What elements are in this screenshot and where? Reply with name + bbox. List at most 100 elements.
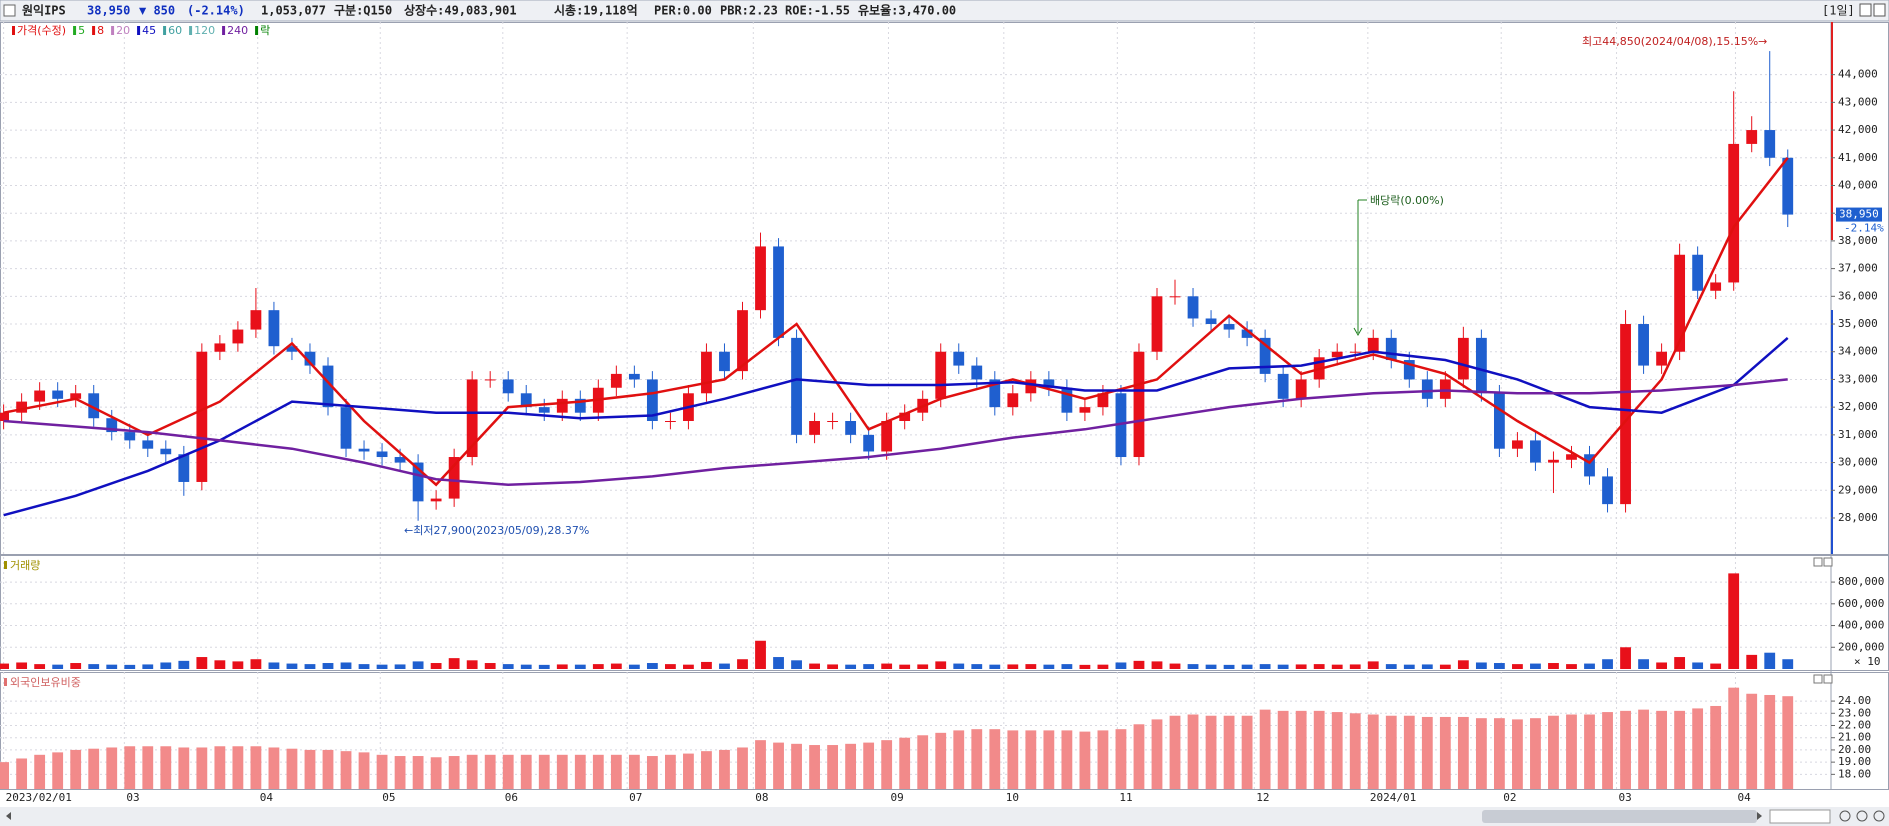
bar — [1566, 714, 1577, 789]
bar — [1169, 663, 1181, 669]
pane-buttons — [1813, 557, 1833, 684]
bar — [1530, 663, 1541, 669]
candle-body — [701, 351, 712, 394]
bar — [466, 754, 478, 789]
bar — [16, 758, 28, 789]
close-button[interactable] — [1873, 3, 1886, 17]
candle-body — [1782, 157, 1794, 215]
bar — [1151, 661, 1163, 669]
bar — [124, 664, 136, 669]
bar — [1782, 696, 1794, 789]
y-tick-label: 34,000 — [1838, 345, 1878, 358]
bar — [881, 663, 893, 669]
bar — [430, 757, 442, 789]
bar — [1061, 730, 1073, 789]
low-annotation: ←최저27,900(2023/05/09),28.37% — [404, 524, 589, 537]
pane-marker — [4, 678, 7, 686]
bar — [1205, 715, 1217, 789]
bar — [70, 749, 82, 789]
pane-button[interactable] — [1823, 674, 1833, 684]
candle-body — [1566, 454, 1577, 460]
bar — [268, 662, 280, 669]
bar — [1115, 662, 1127, 669]
zoom-slider[interactable] — [1769, 809, 1831, 824]
x-tick-label: 05 — [382, 791, 395, 804]
y-tick-label: 24.00 — [1838, 694, 1871, 707]
window-button[interactable] — [1859, 3, 1872, 17]
y-tick-label: 20.00 — [1838, 743, 1871, 756]
candle-body — [1205, 318, 1217, 325]
y-tick-label: 22.00 — [1838, 719, 1871, 732]
bar — [142, 664, 154, 669]
bar — [556, 664, 568, 669]
candle-body — [989, 379, 1001, 408]
candle-body — [664, 421, 676, 422]
bar — [1620, 647, 1631, 669]
scroll-left[interactable] — [6, 812, 11, 820]
bar — [646, 756, 658, 789]
bar — [1061, 664, 1073, 669]
bar — [701, 751, 712, 789]
y-tick-label: 200,000 — [1838, 640, 1884, 653]
candle-body — [610, 373, 622, 388]
scroll-right[interactable] — [1757, 812, 1762, 820]
candle-body — [1421, 379, 1433, 399]
bar — [610, 663, 622, 669]
candle-body — [737, 310, 748, 372]
y-tick-label: 33,000 — [1838, 372, 1878, 385]
pane-button[interactable] — [1813, 674, 1823, 684]
bar — [196, 657, 208, 669]
moving-average — [3, 157, 1789, 487]
legend-label: 5 — [78, 24, 85, 37]
period[interactable]: [1일] — [1822, 4, 1855, 18]
bar — [1746, 693, 1758, 789]
bar — [322, 749, 334, 789]
x-tick-label: 03 — [1619, 791, 1632, 804]
x-tick-label: 2024/01 — [1370, 791, 1416, 804]
candle-body — [1151, 296, 1163, 352]
bar — [1205, 664, 1217, 669]
zoom-out[interactable] — [1839, 810, 1851, 822]
bar — [1295, 710, 1307, 789]
zoom-in[interactable] — [1856, 810, 1868, 822]
bar — [1133, 660, 1145, 669]
bar — [502, 754, 514, 789]
candle-body — [809, 421, 820, 435]
candle-body — [646, 379, 658, 421]
bar — [737, 747, 748, 789]
bar — [701, 661, 712, 669]
bar — [286, 663, 298, 669]
zoom-reset[interactable] — [1873, 810, 1885, 822]
candle-body — [1259, 337, 1271, 374]
bar — [610, 754, 622, 789]
x-tick-label: 12 — [1256, 791, 1269, 804]
bar — [773, 742, 784, 789]
bar — [1566, 664, 1577, 669]
bar — [1385, 715, 1397, 789]
y-tick-label: 37,000 — [1838, 262, 1878, 275]
candle-body — [34, 390, 46, 402]
pane-button[interactable] — [1823, 557, 1833, 567]
bar — [1656, 662, 1668, 669]
legend-label: 8 — [97, 24, 104, 37]
bar — [1313, 710, 1325, 789]
candle-body — [448, 457, 460, 499]
bar — [178, 660, 190, 669]
bar — [1674, 710, 1686, 789]
pane-button[interactable] — [1813, 557, 1823, 567]
y-tick-label: 400,000 — [1838, 619, 1884, 632]
bar — [1403, 715, 1415, 789]
bar — [664, 664, 676, 669]
bar — [1133, 724, 1145, 789]
checkbox[interactable] — [3, 4, 16, 17]
bar — [1674, 657, 1686, 669]
bar — [1602, 712, 1613, 789]
bar — [1241, 715, 1253, 789]
scroll-thumb[interactable] — [1482, 810, 1757, 823]
candle-body — [899, 412, 911, 421]
bar — [1331, 664, 1343, 669]
bar — [1241, 664, 1253, 669]
bar — [1421, 664, 1433, 669]
bar — [358, 664, 370, 669]
roe: ROE:-1.55 — [785, 4, 850, 18]
